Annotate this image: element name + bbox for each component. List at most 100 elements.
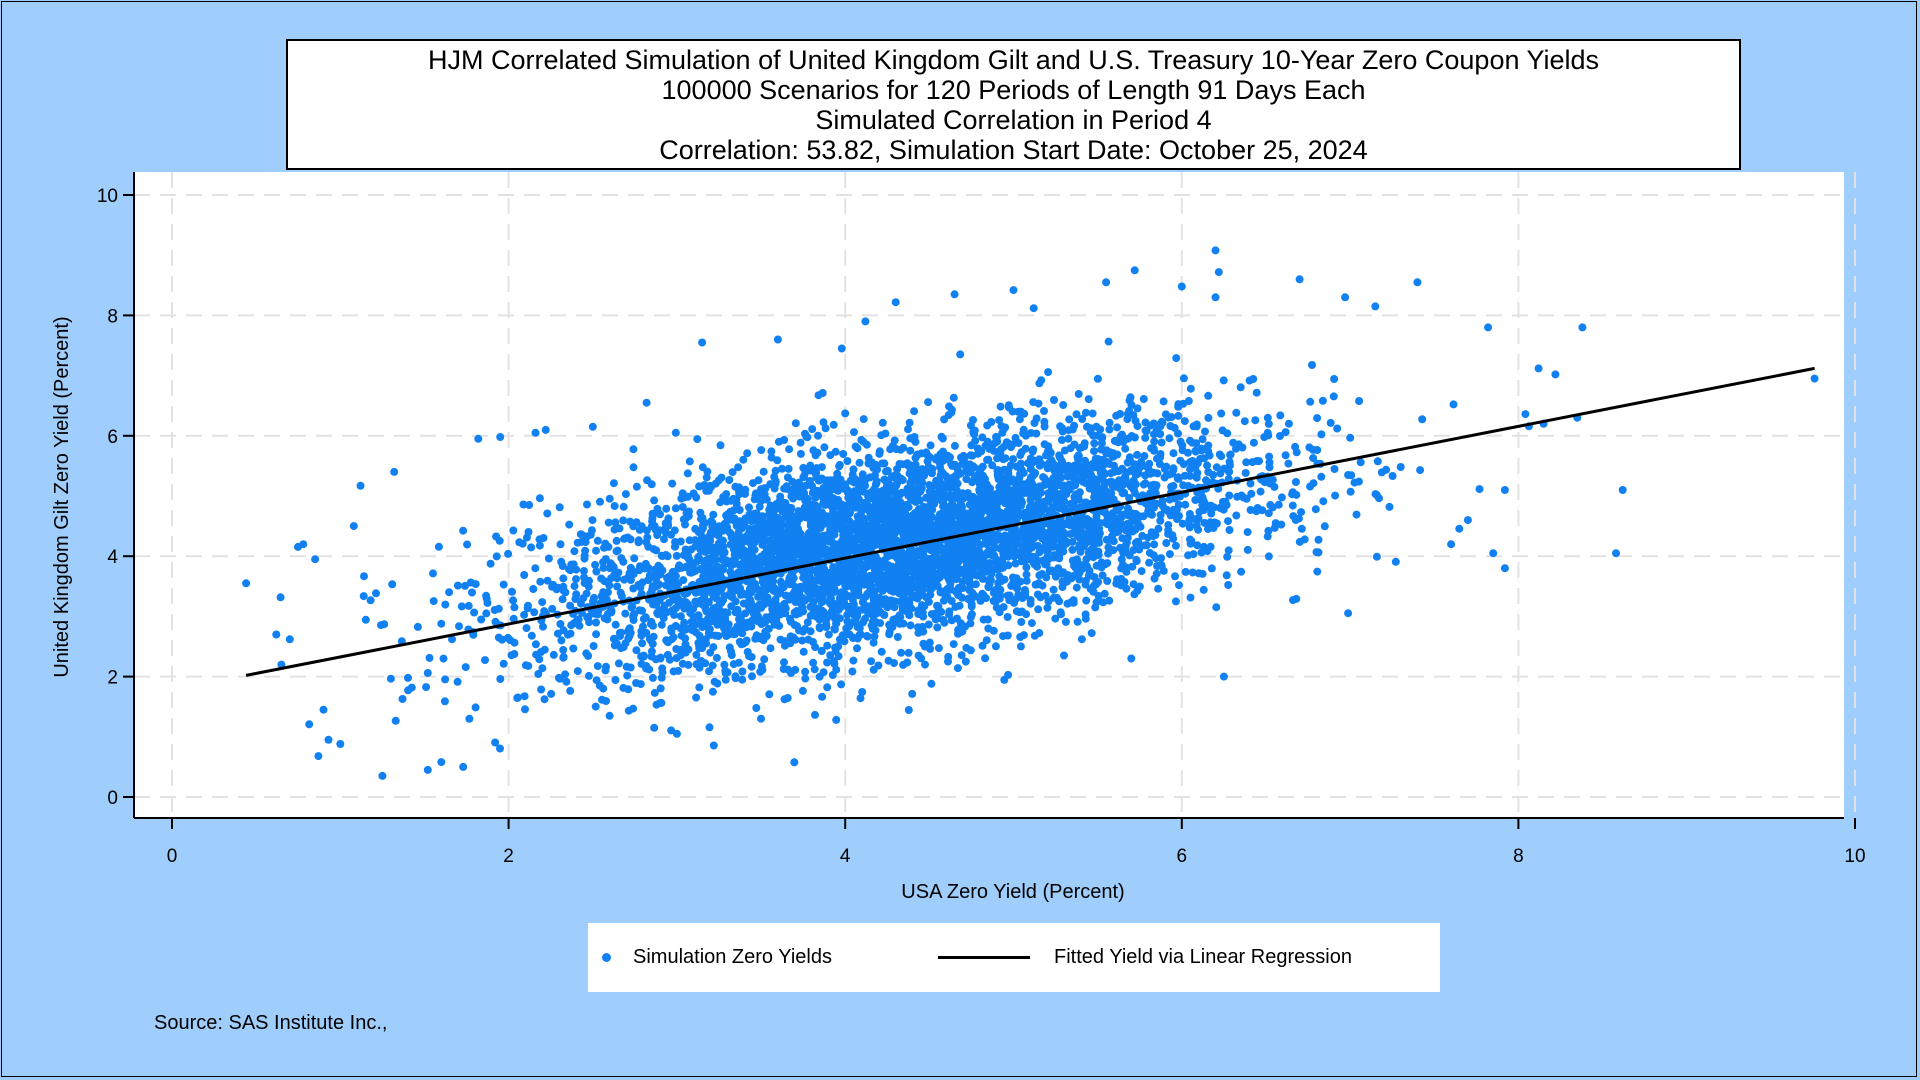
scatter-point — [482, 609, 491, 618]
scatter-point — [933, 582, 942, 590]
scatter-point — [1317, 430, 1326, 439]
scatter-point — [1048, 509, 1057, 518]
scatter-point — [619, 516, 628, 525]
scatter-point — [1319, 497, 1328, 506]
scatter-point — [1521, 410, 1530, 419]
scatter-point — [663, 650, 672, 659]
scatter-point — [826, 651, 835, 660]
scatter-point — [667, 530, 676, 539]
scatter-point — [1139, 395, 1148, 403]
scatter-point — [761, 484, 770, 493]
scatter-point — [1114, 527, 1123, 536]
scatter-point — [434, 542, 443, 551]
scatter-point — [854, 512, 863, 521]
scatter-point — [1377, 468, 1386, 477]
scatter-point — [939, 456, 948, 465]
scatter-point — [729, 506, 738, 515]
scatter-point — [987, 443, 996, 452]
scatter-point — [1127, 467, 1136, 475]
scatter-point — [610, 525, 619, 534]
scatter-point — [899, 660, 908, 669]
scatter-point — [1087, 629, 1096, 638]
scatter-point — [988, 461, 997, 470]
scatter-point — [850, 539, 859, 547]
scatter-point — [671, 428, 680, 437]
scatter-point — [871, 626, 880, 635]
chart-title-line-2: 100000 Scenarios for 120 Periods of Leng… — [661, 74, 1366, 105]
scatter-point — [1333, 424, 1342, 433]
scatter-point — [1006, 536, 1015, 545]
scatter-point — [583, 500, 591, 509]
scatter-point — [911, 437, 920, 446]
scatter-point — [1330, 375, 1339, 383]
scatter-point — [1079, 477, 1088, 486]
scatter-point — [672, 654, 681, 663]
scatter-point — [577, 599, 585, 608]
scatter-point — [671, 542, 680, 551]
scatter-point — [823, 683, 832, 692]
scatter-point — [874, 580, 883, 588]
scatter-point — [1313, 567, 1322, 576]
scatter-point — [927, 679, 936, 688]
scatter-point — [1253, 504, 1262, 512]
scatter-point — [521, 705, 529, 714]
scatter-point — [679, 576, 688, 585]
scatter-point — [1112, 505, 1121, 514]
scatter-point — [698, 600, 707, 609]
scatter-point — [798, 686, 807, 695]
scatter-point — [1204, 413, 1213, 422]
scatter-point — [823, 553, 832, 562]
scatter-point — [1074, 451, 1083, 460]
scatter-point — [1027, 543, 1036, 552]
scatter-point — [735, 506, 744, 514]
scatter-point — [906, 621, 915, 630]
scatter-point — [1222, 571, 1231, 580]
scatter-point — [695, 683, 704, 692]
scatter-point — [733, 607, 742, 616]
scatter-point — [1243, 528, 1252, 537]
scatter-point — [996, 544, 1005, 553]
scatter-point — [494, 633, 503, 642]
scatter-point — [594, 606, 603, 615]
scatter-point — [1022, 610, 1031, 619]
scatter-point — [705, 627, 714, 635]
scatter-point — [783, 473, 792, 482]
scatter-point — [888, 573, 897, 582]
scatter-point — [743, 449, 752, 458]
scatter-point — [984, 583, 993, 592]
scatter-point — [445, 588, 454, 597]
scatter-point — [520, 571, 529, 579]
scatter-point — [580, 579, 589, 588]
scatter-point — [1249, 438, 1258, 447]
scatter-point — [1344, 471, 1353, 479]
scatter-point — [372, 589, 380, 598]
scatter-point — [562, 677, 571, 686]
scatter-point — [1137, 567, 1146, 576]
scatter-point — [1065, 514, 1074, 523]
scatter-point — [463, 540, 472, 549]
scatter-point — [1156, 511, 1165, 519]
scatter-point — [1196, 454, 1205, 463]
scatter-point — [425, 653, 434, 662]
scatter-point — [753, 567, 762, 576]
scatter-point — [856, 546, 865, 555]
scatter-point — [602, 697, 610, 705]
scatter-point — [1105, 418, 1114, 427]
scatter-point — [686, 568, 695, 577]
scatter-point — [580, 554, 589, 563]
scatter-point — [1165, 550, 1174, 559]
scatter-point — [944, 411, 953, 420]
scatter-point — [999, 603, 1008, 612]
scatter-point — [1093, 524, 1102, 533]
scatter-point — [709, 510, 718, 519]
scatter-point — [1165, 434, 1174, 443]
scatter-point — [1212, 463, 1221, 472]
scatter-point — [904, 706, 913, 714]
scatter-point — [1141, 479, 1150, 488]
scatter-point — [599, 558, 607, 567]
scatter-point — [1356, 458, 1365, 467]
scatter-point — [958, 627, 967, 636]
scatter-point — [789, 633, 798, 642]
scatter-point — [1139, 512, 1148, 521]
scatter-point — [588, 516, 597, 525]
